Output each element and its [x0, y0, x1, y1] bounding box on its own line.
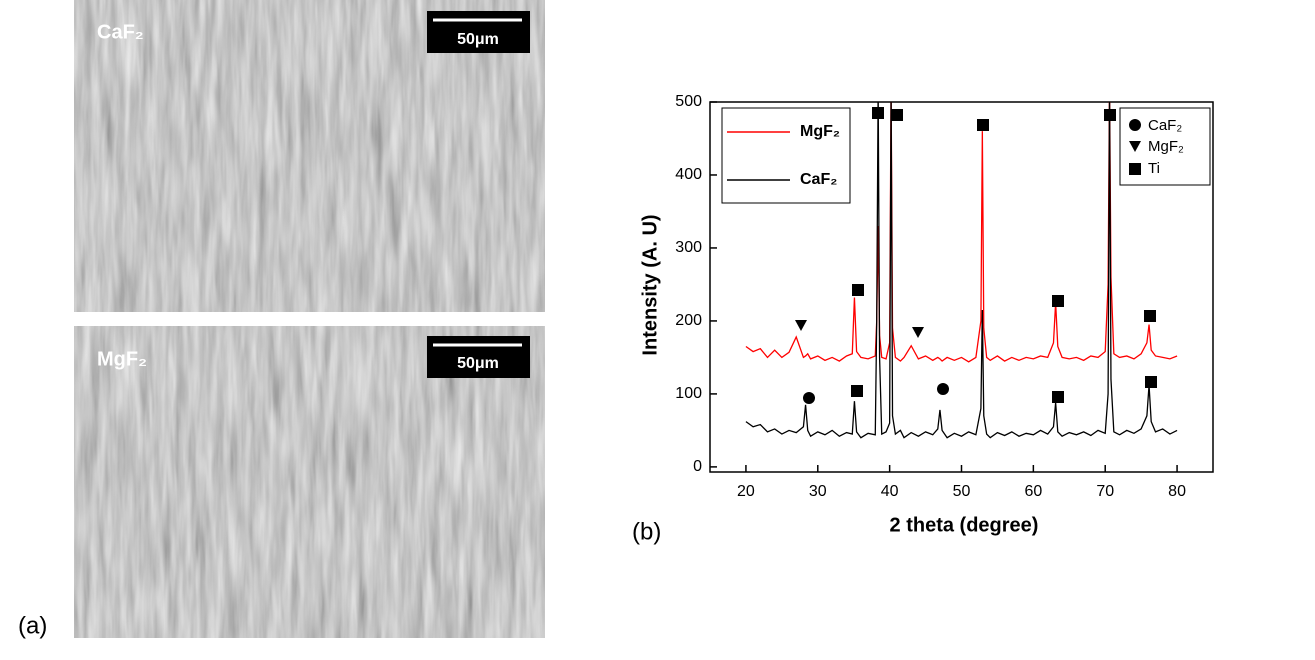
panel-label: (a) [18, 612, 47, 639]
scale-bar-label: 50μm [457, 31, 499, 48]
legend-label: Ti [1148, 160, 1160, 177]
y-tick-label: 100 [675, 385, 702, 402]
x-tick-label: 30 [809, 483, 827, 500]
sem-label: MgF₂ [97, 348, 147, 370]
panel-label: (b) [632, 518, 661, 545]
series-line [745, 102, 1178, 439]
sem-label: CaF₂ [97, 21, 144, 43]
legend [721, 107, 851, 204]
x-tick-label: 20 [737, 483, 755, 500]
peak-markers [795, 107, 1157, 404]
scale-bar-box [427, 11, 530, 53]
legend-label: MgF₂ [800, 123, 840, 140]
x-tick-label: 60 [1024, 483, 1042, 500]
legend-label: MgF₂ [1148, 138, 1184, 155]
x-axis-title: 2 theta (degree) [890, 514, 1039, 536]
x-tick-label: 70 [1096, 483, 1114, 500]
scale-bar-box [427, 336, 530, 378]
y-tick-label: 200 [675, 312, 702, 329]
scale-bar-label: 50μm [457, 355, 499, 372]
legend-label: CaF₂ [1148, 117, 1182, 134]
y-tick-label: 500 [675, 93, 702, 110]
y-tick-label: 300 [675, 239, 702, 256]
x-tick-label: 50 [953, 483, 971, 500]
y-tick-label: 400 [675, 166, 702, 183]
x-tick-label: 40 [881, 483, 899, 500]
x-tick-label: 80 [1168, 483, 1186, 500]
y-tick-label: 0 [693, 458, 702, 475]
legend-label: CaF₂ [800, 171, 837, 188]
phase-legend-symbols [1129, 119, 1141, 175]
y-axis-title: Intensity (A. U) [639, 214, 661, 355]
